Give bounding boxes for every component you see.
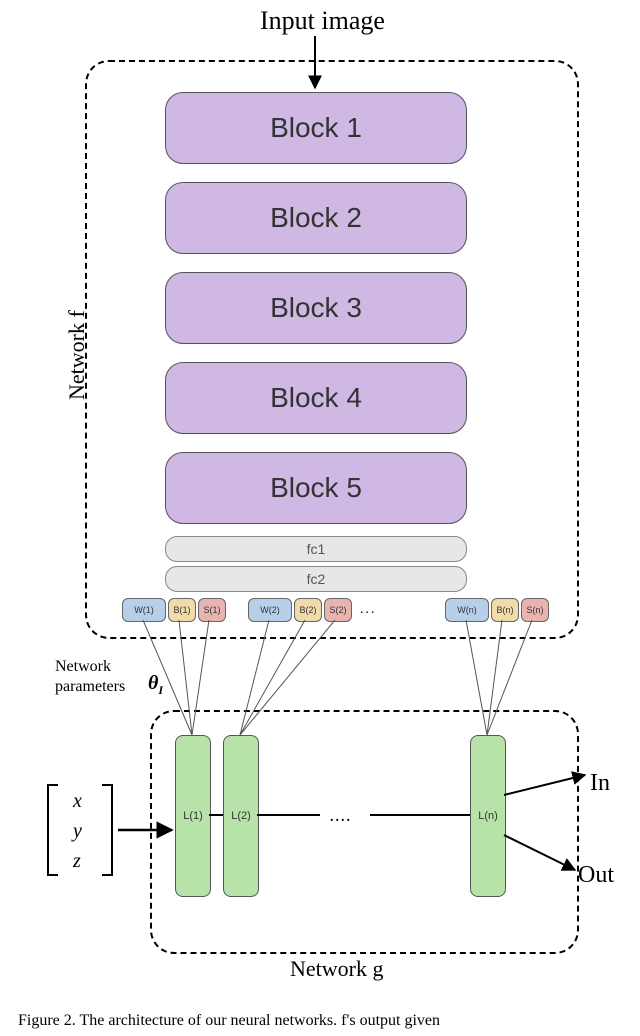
theta-symbol: θ (148, 672, 158, 694)
g-dots: .... (330, 810, 352, 826)
param-1-1: B(2) (294, 598, 322, 622)
params-label-l2: parameters (55, 678, 125, 696)
out-out-label: Out (578, 862, 614, 889)
block-3: Block 3 (165, 272, 467, 344)
input-image-label: Input image (260, 6, 385, 36)
theta-sub: I (158, 683, 163, 697)
g-layer-2: L(n) (470, 735, 506, 897)
out-in-label: In (590, 770, 610, 797)
g-layer-0: L(1) (175, 735, 211, 897)
figure-caption: Figure 2. The architecture of our neural… (18, 1012, 628, 1030)
block-2: Block 2 (165, 182, 467, 254)
param-1-0: W(2) (248, 598, 292, 622)
network-g-outline (150, 710, 579, 954)
vec-z: z (73, 850, 81, 873)
param-2-0: W(n) (445, 598, 489, 622)
param-2-1: B(n) (491, 598, 519, 622)
vec-x: x (73, 790, 82, 813)
block-1: Block 1 (165, 92, 467, 164)
theta-label: θI (148, 672, 163, 698)
fc-2: fc2 (165, 566, 467, 592)
network-f-label: Network f (64, 310, 90, 400)
input-vector: x y z (40, 780, 130, 885)
fc-1: fc1 (165, 536, 467, 562)
param-0-2: S(1) (198, 598, 226, 622)
param-dots: ... (360, 602, 377, 618)
param-0-1: B(1) (168, 598, 196, 622)
param-1-2: S(2) (324, 598, 352, 622)
block-4: Block 4 (165, 362, 467, 434)
param-0-0: W(1) (122, 598, 166, 622)
block-5: Block 5 (165, 452, 467, 524)
vec-y: y (73, 820, 82, 843)
diagram-canvas: Input image Network f Block 1 Block 2 Bloc… (0, 0, 640, 1036)
network-g-label: Network g (290, 956, 383, 982)
params-label-l1: Network (55, 658, 111, 676)
param-2-2: S(n) (521, 598, 549, 622)
g-layer-1: L(2) (223, 735, 259, 897)
